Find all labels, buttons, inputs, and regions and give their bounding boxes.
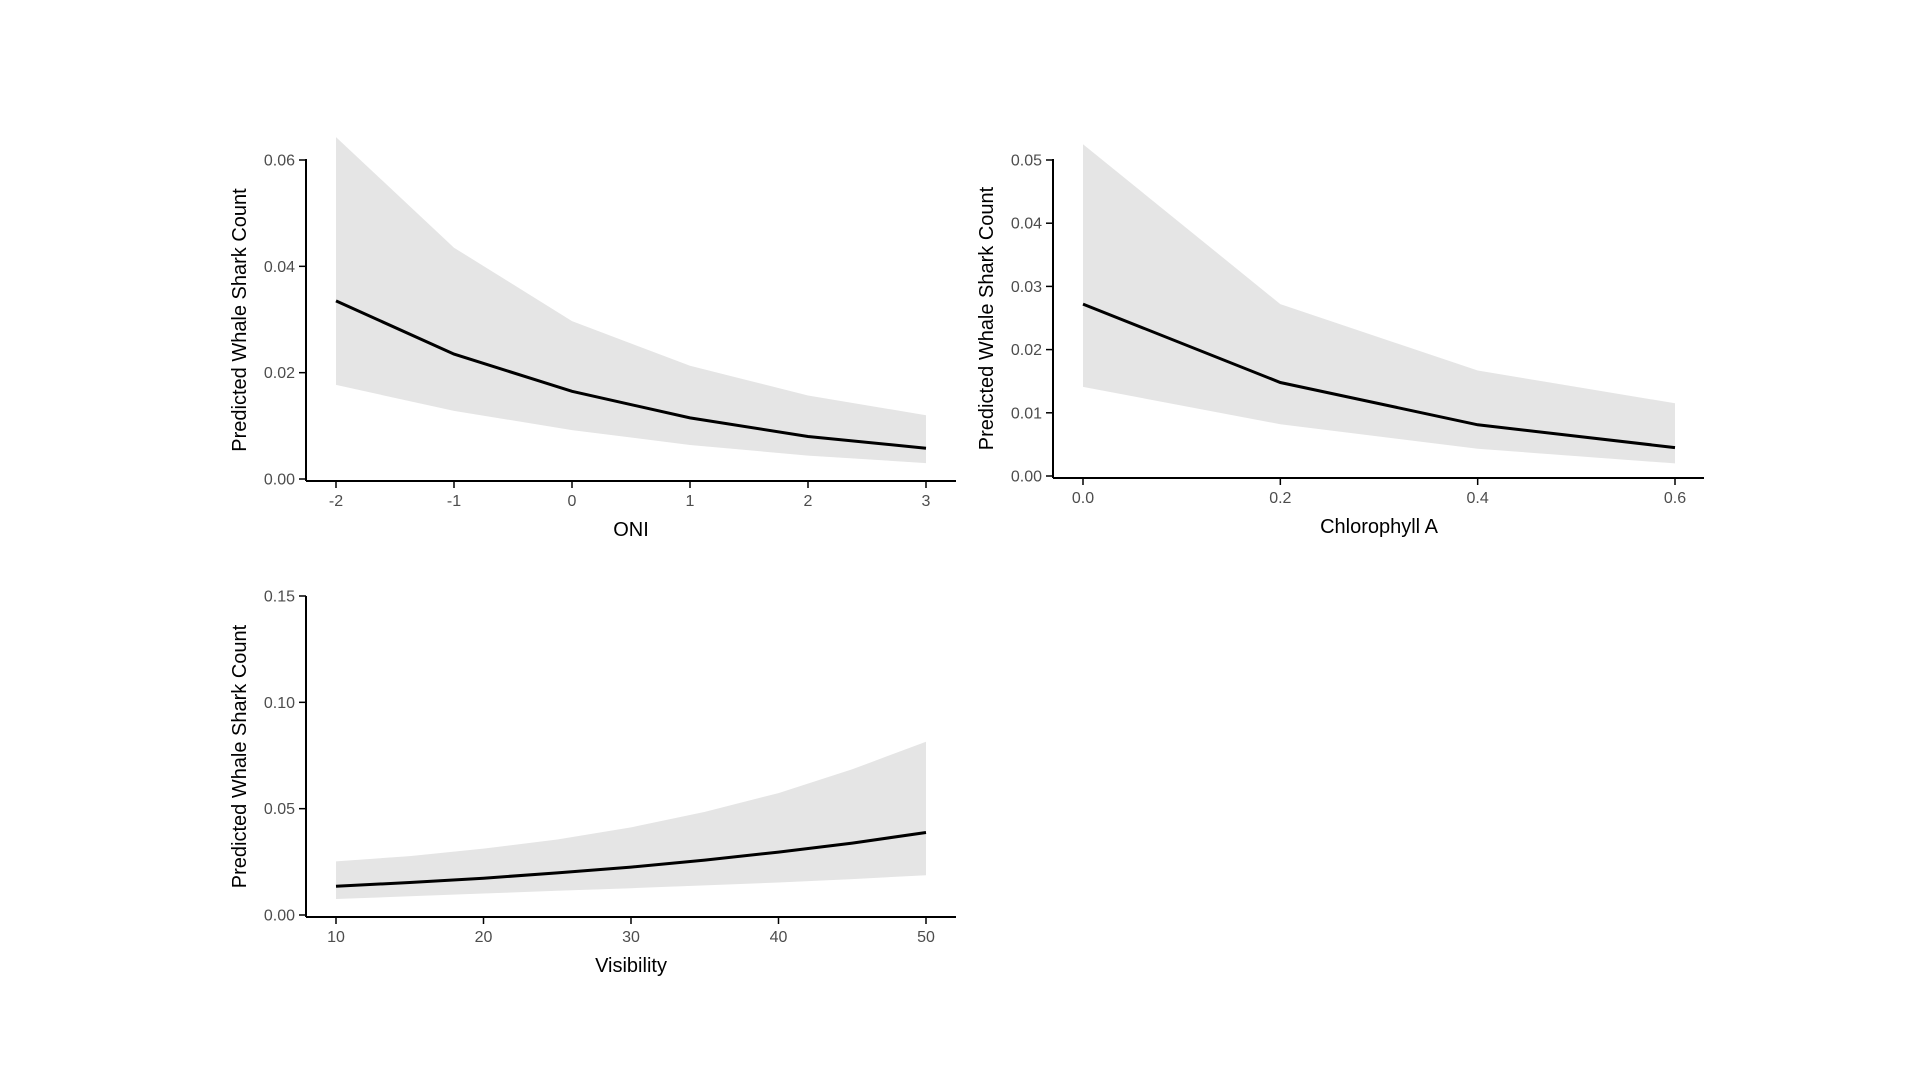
x-tick-label: 20 [475,929,493,946]
y-tick-label: 0.04 [264,259,295,276]
predicted-line [335,299,927,450]
x-tick-label: -1 [447,493,461,510]
panel-visibility: 10 20 30 40 50 0.00 0.05 0.10 0.15 Visibility P… [229,589,956,977]
x-tick-label: 10 [327,929,345,946]
y-tick-label: 0.05 [264,801,295,818]
x-tick-label: 1 [686,493,695,510]
y-tick-label: 0.10 [264,695,295,712]
y-tick-label: 0.02 [264,365,295,382]
x-axis-title: Visibility [595,955,667,977]
y-tick-label: 0.00 [1011,469,1042,486]
y-ticks: 0.00 0.01 0.02 0.03 0.04 0.05 [1011,153,1053,486]
x-tick-label: 0.4 [1467,490,1489,507]
x-tick-label: 50 [917,929,935,946]
x-ticks: 0.0 0.2 0.4 0.6 [1072,478,1686,507]
x-ticks: 10 20 30 40 50 [327,917,935,946]
y-ticks: 0.00 0.02 0.04 0.06 [264,153,306,489]
x-tick-label: 0.2 [1269,490,1291,507]
confidence-band [336,741,926,899]
y-axis-title: Predicted Whale Shark Count [229,188,251,452]
confidence-band [1083,144,1675,464]
panel-chlorophyll-a: 0.0 0.2 0.4 0.6 0.00 0.01 0.02 0.03 0.04 0.05 Ch… [976,144,1704,538]
x-ticks: -2 -1 0 1 2 3 [329,481,931,510]
y-axis-title: Predicted Whale Shark Count [229,624,251,888]
y-tick-label: 0.00 [264,908,295,925]
y-ticks: 0.00 0.05 0.10 0.15 [264,589,306,925]
x-tick-label: 0.0 [1072,490,1094,507]
x-tick-label: 40 [770,929,788,946]
x-tick-label: 3 [922,493,931,510]
x-tick-label: 30 [622,929,640,946]
y-tick-label: 0.01 [1011,405,1042,422]
panel-oni: -2 -1 0 1 2 3 0.00 0.02 0.04 0.06 ONI Predicted … [229,137,956,541]
y-tick-label: 0.00 [264,472,295,489]
x-tick-label: -2 [329,493,343,510]
y-tick-label: 0.15 [264,589,295,606]
predicted-line [1082,302,1676,450]
x-tick-label: 2 [804,493,813,510]
y-tick-label: 0.04 [1011,216,1042,233]
x-axis-title: Chlorophyll A [1320,516,1439,538]
x-tick-label: 0.6 [1664,490,1686,507]
predicted-line [335,831,927,888]
x-tick-label: 0 [568,493,577,510]
y-tick-label: 0.05 [1011,153,1042,170]
y-tick-label: 0.02 [1011,342,1042,359]
x-axis-title: ONI [613,519,649,541]
y-tick-label: 0.03 [1011,279,1042,296]
y-tick-label: 0.06 [264,153,295,170]
confidence-band [336,137,926,464]
y-axis-title: Predicted Whale Shark Count [976,186,998,450]
